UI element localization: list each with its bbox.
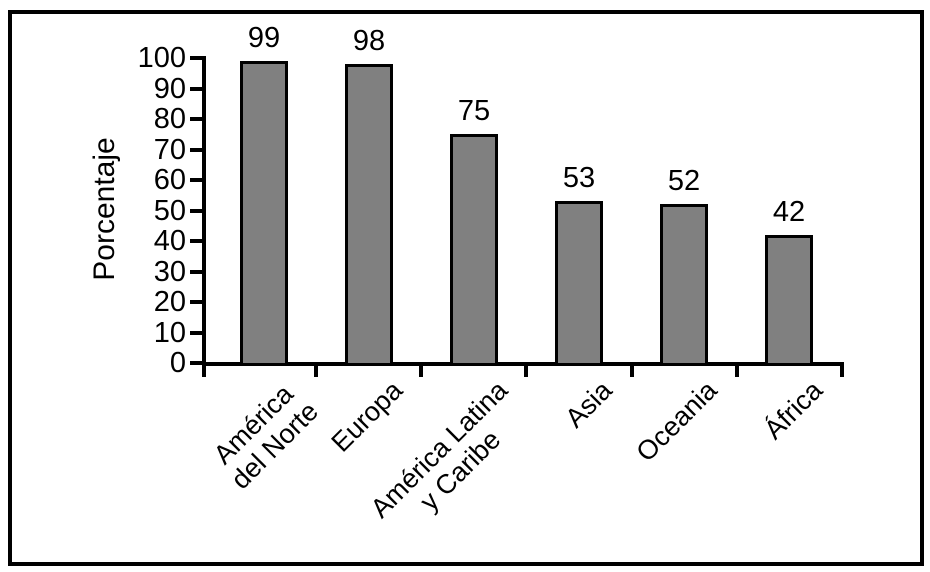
category-label: Europa [325, 375, 408, 458]
y-axis-tick [190, 269, 202, 274]
x-axis-tick [630, 364, 634, 377]
x-axis-tick [524, 364, 528, 377]
y-tick-label: 40 [153, 225, 186, 257]
bar-value-label: 99 [247, 22, 281, 55]
x-axis-tick [419, 364, 423, 377]
y-axis-tick [190, 361, 202, 365]
bar [240, 61, 288, 366]
bar [660, 204, 708, 366]
x-axis-tick [314, 364, 318, 377]
y-axis-tick [190, 239, 202, 243]
y-axis-tick [190, 86, 202, 91]
y-tick-label: 60 [153, 164, 186, 196]
y-axis-tick [190, 147, 202, 152]
x-axis-tick [735, 364, 739, 377]
y-tick-label: 80 [153, 103, 186, 135]
category-label-line: Oceania [630, 375, 724, 468]
y-axis-tick [190, 178, 202, 182]
y-tick-label: 50 [153, 194, 186, 227]
y-axis-tick [190, 56, 202, 60]
bar-value-label: 52 [667, 165, 701, 198]
x-axis-tick [840, 364, 844, 377]
y-tick-label: 30 [153, 255, 186, 288]
bar [450, 134, 498, 366]
bar [345, 64, 393, 366]
x-axis-line [202, 362, 844, 366]
y-axis-tick [190, 330, 202, 335]
y-tick-label: 10 [153, 316, 186, 349]
bar-value-label: 75 [457, 95, 491, 128]
category-label-line: Europa [325, 375, 409, 458]
category-label: África [758, 375, 828, 445]
y-axis-tick [190, 117, 202, 121]
bar-value-label: 98 [352, 25, 386, 58]
bar-value-label: 53 [562, 162, 596, 195]
category-label-line: Asia [559, 375, 619, 434]
y-axis-line [202, 56, 206, 366]
x-axis-tick [202, 364, 206, 377]
y-tick-label: 90 [153, 72, 186, 105]
bar [765, 234, 813, 366]
y-tick-label: 20 [153, 286, 186, 318]
y-tick-label: 70 [153, 133, 186, 166]
bar [555, 201, 603, 366]
y-tick-label: 100 [137, 42, 186, 74]
category-label: Oceania [631, 375, 723, 467]
y-axis-tick [190, 300, 202, 304]
category-label: América del Norte [205, 375, 324, 495]
bar-value-label: 42 [772, 195, 806, 228]
category-label-line: África [758, 375, 829, 446]
y-tick-label: 0 [169, 347, 186, 379]
category-label: Asia [560, 375, 618, 433]
y-axis-tick [190, 208, 202, 213]
